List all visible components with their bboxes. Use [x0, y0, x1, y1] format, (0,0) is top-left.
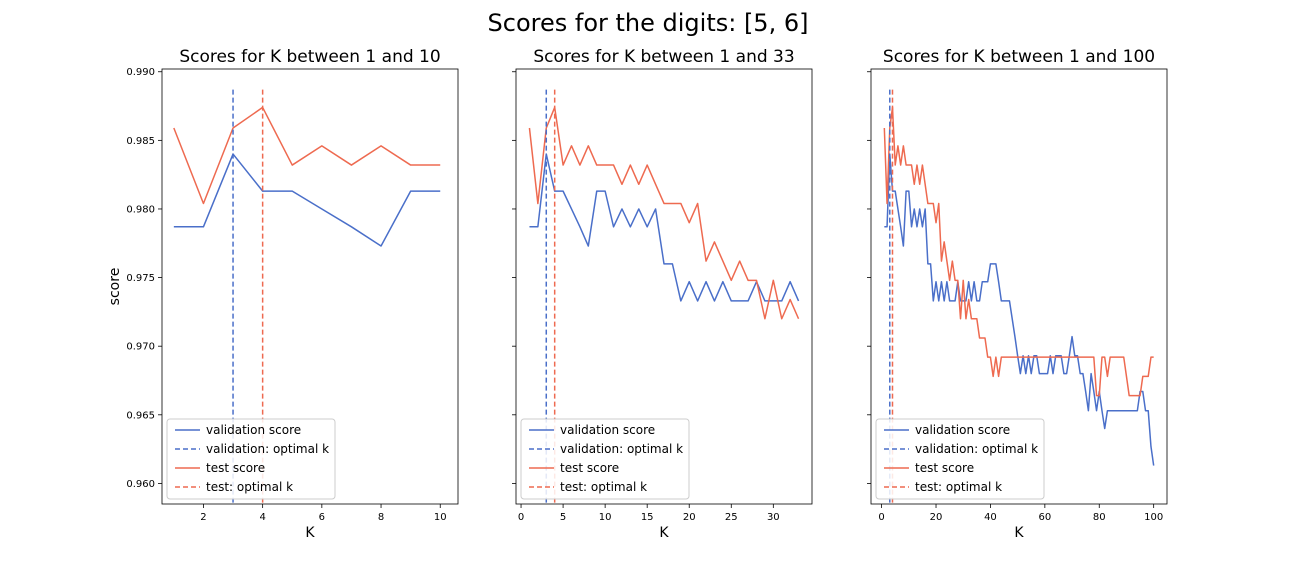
legend-box: [520, 418, 690, 500]
x-tick-label: 40: [984, 512, 997, 523]
axes-frame: [870, 68, 1168, 505]
x-axis-label: K: [1014, 525, 1024, 541]
legend-label: validation: optimal k: [206, 442, 329, 456]
subplot-title: Scores for K between 1 and 33: [533, 47, 794, 67]
x-tick-label: 25: [725, 512, 738, 523]
x-tick-label: 100: [1144, 512, 1163, 523]
y-tick-label: 0.980: [126, 204, 155, 215]
legend-label: test: optimal k: [915, 480, 1002, 494]
x-tick-label: 20: [930, 512, 943, 523]
legend-box: [166, 418, 336, 500]
x-tick-label: 5: [560, 512, 566, 523]
legend-label: test: optimal k: [206, 480, 293, 494]
subplot-k-1-to-100: Scores for K between 1 and 100 0 20 40 60 80 1…: [867, 47, 1168, 541]
test-score-line: [173, 106, 441, 205]
figure-suptitle: Scores for the digits: [5, 6]: [488, 9, 809, 37]
y-tick-label: 0.975: [126, 273, 155, 284]
x-axis-label: K: [659, 525, 669, 541]
y-tick-label: 0.985: [126, 136, 155, 147]
y-axis-label: score: [107, 268, 123, 306]
legend-box: [875, 418, 1045, 500]
legend: validation score validation: optimal k tes…: [875, 418, 1045, 500]
legend-label: test: optimal k: [560, 480, 647, 494]
x-axis-label: K: [305, 525, 315, 541]
test-score-line: [883, 106, 1154, 397]
y-tick-label: 0.990: [126, 67, 155, 78]
validation-score-line: [173, 153, 441, 247]
axes-frame: [161, 68, 459, 505]
y-tick-label: 0.965: [126, 410, 155, 421]
x-tick-label: 8: [378, 512, 384, 523]
x-tick-label: 80: [1093, 512, 1106, 523]
subplot-title: Scores for K between 1 and 100: [883, 47, 1155, 67]
y-tick-label: 0.960: [126, 479, 155, 490]
legend-label: test score: [206, 461, 265, 475]
legend-label: test score: [560, 461, 619, 475]
legend-label: validation score: [915, 423, 1010, 437]
x-tick-label: 6: [319, 512, 325, 523]
subplot-k-1-to-33: Scores for K between 1 and 33 0 5 10 15 20 25 3…: [512, 47, 813, 541]
x-tick-label: 60: [1038, 512, 1051, 523]
validation-score-line: [529, 153, 800, 302]
validation-score-line: [884, 153, 1155, 466]
legend-label: validation: optimal k: [915, 442, 1038, 456]
legend-label: validation score: [206, 423, 301, 437]
x-tick-label: 0: [518, 512, 524, 523]
legend-label: test score: [915, 461, 974, 475]
x-tick-label: 10: [434, 512, 447, 523]
x-tick-label: 2: [200, 512, 206, 523]
x-tick-label: 0: [878, 512, 884, 523]
legend-label: validation: optimal k: [560, 442, 683, 456]
subplot-title: Scores for K between 1 and 10: [179, 47, 440, 67]
legend-label: validation score: [560, 423, 655, 437]
legend: validation score validation: optimal k tes…: [166, 418, 336, 500]
x-tick-label: 30: [767, 512, 780, 523]
test-score-line: [528, 106, 800, 320]
y-tick-label: 0.970: [126, 342, 155, 353]
x-tick-label: 20: [683, 512, 696, 523]
subplot-k-1-to-10: Scores for K between 1 and 10 2 4 6 8 10 0.960…: [107, 47, 459, 541]
x-tick-label: 4: [259, 512, 265, 523]
axes-frame: [515, 68, 813, 505]
x-tick-label: 10: [599, 512, 612, 523]
legend: validation score validation: optimal k tes…: [520, 418, 690, 500]
x-tick-label: 15: [641, 512, 654, 523]
